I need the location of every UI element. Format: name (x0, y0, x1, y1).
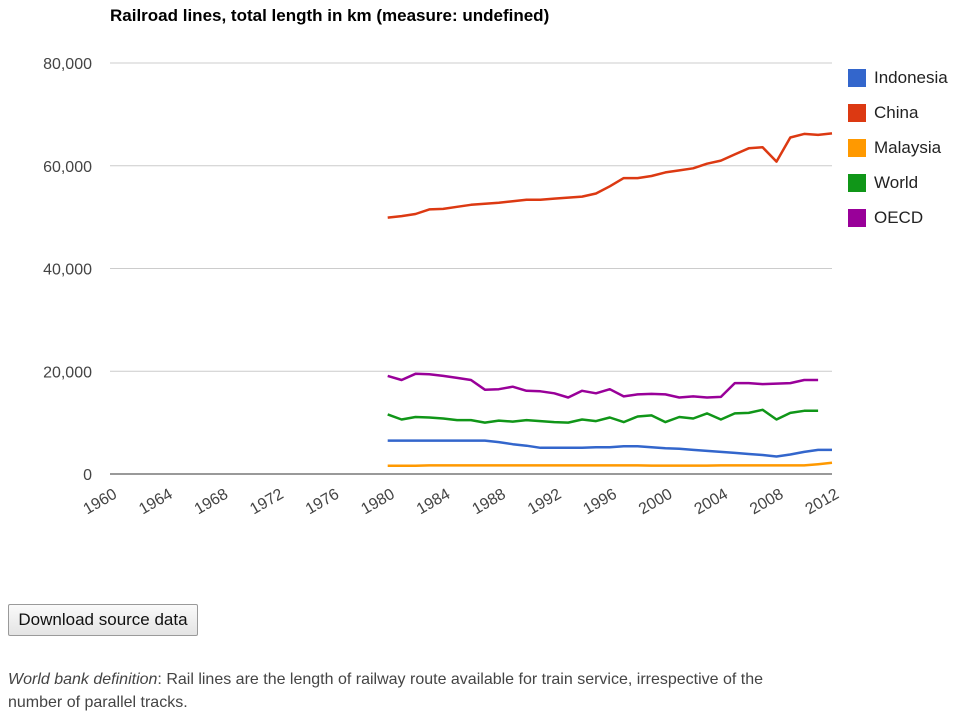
legend-item-world: World (848, 165, 948, 200)
definition-body: : Rail lines are the length of railway r… (8, 671, 764, 711)
download-source-data-button[interactable]: Download source data (8, 604, 198, 636)
x-tick-label: 2008 (747, 486, 786, 519)
legend-swatch (848, 173, 866, 192)
y-tick-label: 0 (83, 467, 92, 484)
x-tick-label: 1992 (525, 486, 564, 519)
x-tick-label: 1960 (81, 486, 120, 519)
x-tick-label: 1996 (581, 486, 620, 519)
x-tick-label: 1968 (192, 486, 231, 519)
x-tick-label: 2000 (636, 486, 675, 519)
legend-swatch (848, 68, 866, 87)
legend-label: World (874, 172, 919, 192)
legend-swatch (848, 208, 866, 227)
x-tick-label: 1984 (414, 486, 453, 519)
y-tick-label: 20,000 (43, 364, 92, 381)
series-line-world (387, 408, 819, 424)
y-tick-label: 80,000 (43, 56, 92, 73)
definition-label: World bank definition (8, 671, 158, 688)
y-tick-label: 60,000 (43, 159, 92, 176)
x-tick-label: 1976 (303, 486, 342, 519)
legend-item-china: China (848, 95, 948, 130)
legend-swatch (848, 103, 866, 122)
y-tick-label: 40,000 (43, 262, 92, 279)
legend-label: Malaysia (874, 137, 942, 157)
legend-item-oecd: OECD (848, 200, 948, 235)
series-line-malaysia (387, 461, 833, 468)
legend-label: OECD (874, 207, 924, 227)
legend-item-indonesia: Indonesia (848, 60, 948, 95)
x-tick-label: 2012 (803, 486, 842, 519)
legend-label: China (874, 102, 919, 122)
legend-swatch (848, 138, 866, 157)
series-line-indonesia (387, 439, 832, 458)
legend-item-malaysia: Malaysia (848, 130, 948, 165)
x-tick-label: 2004 (692, 486, 731, 519)
chart-legend: Indonesia China Malaysia World OECD (848, 60, 948, 235)
x-tick-label: 1972 (247, 486, 286, 519)
line-chart: 0 20,000 40,000 60,000 80,000 1960 1964 1968 197… (43, 56, 842, 519)
definition-text: World bank definition: Rail lines are th… (8, 668, 808, 714)
chart-title: Railroad lines, total length in km (meas… (110, 6, 550, 25)
series-line-oecd (387, 372, 819, 399)
legend-label: Indonesia (874, 67, 948, 87)
x-tick-label: 1980 (358, 486, 397, 519)
x-tick-label: 1988 (469, 486, 508, 519)
series-line-china (387, 132, 833, 219)
x-tick-label: 1964 (136, 486, 175, 519)
